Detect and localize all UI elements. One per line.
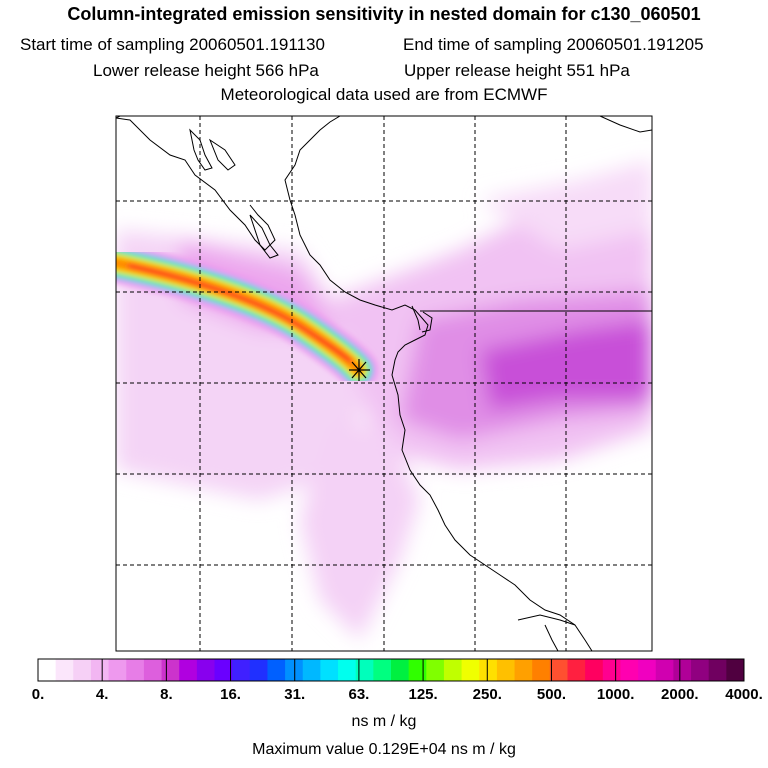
colorbar-swatch (426, 659, 445, 681)
colorbar-swatch (90, 659, 110, 681)
colorbar-swatch (232, 659, 251, 681)
colorbar-swatch (673, 659, 692, 681)
release-upper: Upper release height 551 hPa (404, 61, 630, 80)
graticule (116, 116, 652, 651)
sensitivity-field (116, 160, 652, 640)
colorbar-tick-label: 16. (220, 686, 241, 703)
colorbar-swatch (373, 659, 392, 681)
colorbar-swatch (655, 659, 674, 681)
colorbar-swatch (302, 659, 321, 681)
colorbar-swatch (638, 659, 657, 681)
colorbar-swatch (320, 659, 339, 681)
colorbar-tick-label: 2000. (661, 686, 699, 703)
colorbar-swatch (338, 659, 357, 681)
map-title: Column-integrated emission sensitivity i… (67, 4, 701, 24)
colorbar-units: ns m / kg (351, 713, 417, 730)
sampling-end: End time of sampling 20060501.191205 (403, 35, 704, 54)
colorbar-tick-label: 31. (284, 686, 306, 703)
coastlines (116, 116, 652, 651)
colorbar-swatch (249, 659, 268, 681)
colorbar-swatch (726, 659, 745, 681)
colorbar-swatch (532, 659, 551, 681)
colorbar-swatch (567, 659, 586, 681)
colorbar-swatch (549, 659, 568, 681)
plume-ribbon (116, 243, 378, 390)
colorbar-swatch (391, 659, 410, 681)
colorbar-tick-label: 500. (536, 686, 567, 703)
colorbar-swatch (73, 659, 92, 681)
release-point-marker (349, 359, 370, 381)
colorbar-swatch (355, 659, 374, 681)
colorbar-tick-label: 125. (408, 686, 438, 703)
colorbar-tick-label: 0. (31, 686, 45, 703)
colorbar-swatch (461, 659, 480, 681)
colorbar-swatch (214, 659, 233, 681)
sampling-start: Start time of sampling 20060501.191130 (20, 35, 325, 54)
colorbar-swatch (267, 659, 286, 681)
colorbar-tick-label: 1000. (596, 686, 635, 703)
release-lower: Lower release height 566 hPa (93, 61, 319, 80)
colorbar-swatch (55, 659, 74, 681)
colorbar-tick-label: 8. (160, 686, 173, 703)
colorbar-swatch (161, 659, 180, 681)
colorbar-swatch (479, 659, 498, 681)
map-frame (115, 115, 653, 652)
colorbar-swatch (443, 659, 463, 681)
colorbar-swatch (179, 659, 198, 681)
maximum-value: Maximum value 0.129E+04 ns m / kg (252, 741, 516, 758)
colorbar-swatch (285, 659, 304, 681)
met-source: Meteorological data used are from ECMWF (220, 85, 548, 104)
colorbar-swatch (496, 659, 516, 681)
colorbar-swatch (514, 659, 533, 681)
colorbar-swatch (38, 659, 57, 681)
colorbar-swatch (108, 659, 127, 681)
colorbar-swatch (691, 659, 710, 681)
colorbar-swatch (585, 659, 604, 681)
colorbar-swatch (620, 659, 639, 681)
colorbar-swatch (602, 659, 621, 681)
colorbar-frame (37, 658, 745, 682)
colorbar-swatch (143, 659, 163, 681)
colorbar-swatch (408, 659, 427, 681)
colorbar-swatch (126, 659, 145, 681)
colorbar-tick-label: 4. (95, 686, 109, 703)
colorbar-swatch (196, 659, 215, 681)
colorbar-swatch (708, 659, 727, 681)
colorbar-tick-label: 63. (348, 686, 370, 703)
colorbar-tick-label: 250. (472, 686, 502, 703)
colorbar-tick-label: 4000. (725, 686, 763, 703)
